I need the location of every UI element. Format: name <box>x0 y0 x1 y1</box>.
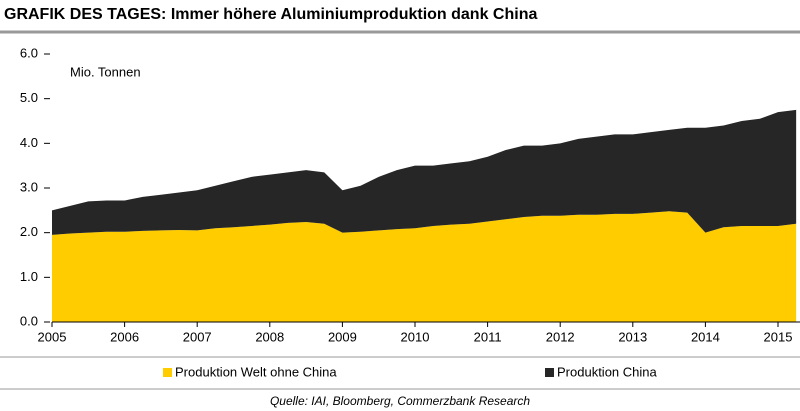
legend-swatch <box>163 368 172 377</box>
y-tick-label: 0.0 <box>20 313 38 328</box>
x-tick-label: 2008 <box>255 329 284 344</box>
x-tick-label: 2006 <box>110 329 139 344</box>
area <box>52 109 797 235</box>
x-tick-label: 2009 <box>328 329 357 344</box>
x-tick-label: 2011 <box>474 329 502 344</box>
y-tick-label: 2.0 <box>20 224 38 239</box>
x-tick-label: 2012 <box>546 329 575 344</box>
y-tick-label: 6.0 <box>20 45 38 60</box>
chart-title: GRAFIK DES TAGES: Immer höhere Aluminium… <box>4 6 537 23</box>
y-tick-label: 5.0 <box>20 90 38 105</box>
area <box>52 211 797 322</box>
source: Quelle: IAI, Bloomberg, Commerzbank Rese… <box>270 394 530 408</box>
x-tick-label: 2014 <box>691 329 720 344</box>
y-tick-label: 1.0 <box>20 269 38 284</box>
x-tick-label: 2013 <box>618 329 647 344</box>
x-tick-label: 2007 <box>183 329 212 344</box>
legend-label: Produktion China <box>557 364 657 379</box>
x-tick-label: 2010 <box>401 329 430 344</box>
x-tick-label: 2005 <box>38 329 67 344</box>
unit-annotation: Mio. Tonnen <box>70 64 141 79</box>
legend-swatch <box>545 368 554 377</box>
y-tick-label: 4.0 <box>20 135 38 150</box>
y-tick-label: 3.0 <box>20 179 38 194</box>
x-tick-label: 2015 <box>764 329 793 344</box>
legend-label: Produktion Welt ohne China <box>175 364 337 379</box>
